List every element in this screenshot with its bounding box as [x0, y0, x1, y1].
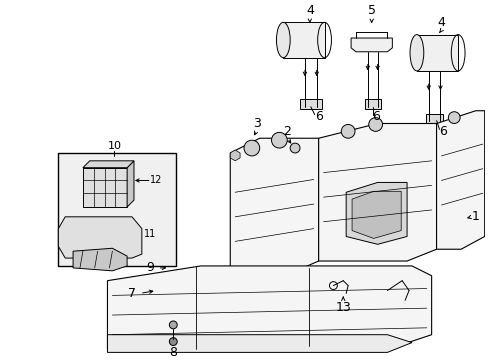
Bar [58, 153, 176, 266]
Text: 9: 9 [145, 261, 153, 274]
Bar [300, 99, 321, 109]
Ellipse shape [276, 22, 289, 58]
Polygon shape [107, 266, 431, 350]
Text: 4: 4 [437, 16, 445, 29]
Bar [425, 114, 443, 122]
Polygon shape [83, 161, 134, 168]
Polygon shape [127, 161, 134, 207]
Polygon shape [436, 111, 484, 249]
Text: 6: 6 [371, 110, 379, 123]
Circle shape [368, 118, 382, 131]
Circle shape [169, 338, 177, 346]
Text: 3: 3 [252, 117, 260, 130]
Polygon shape [230, 150, 240, 161]
Text: 1: 1 [471, 210, 479, 223]
Text: 11: 11 [143, 229, 156, 239]
Text: 5: 5 [367, 4, 375, 17]
Text: 6: 6 [439, 125, 447, 138]
Polygon shape [318, 123, 436, 261]
Text: 6: 6 [314, 110, 322, 123]
Polygon shape [283, 22, 324, 58]
Text: 7: 7 [128, 287, 136, 300]
Polygon shape [107, 335, 411, 352]
Circle shape [169, 321, 177, 329]
Text: 13: 13 [335, 301, 350, 314]
Text: 10: 10 [107, 141, 121, 151]
Bar [364, 99, 380, 109]
Circle shape [289, 143, 300, 153]
Polygon shape [346, 183, 406, 244]
Ellipse shape [409, 35, 423, 71]
Circle shape [447, 112, 459, 123]
Text: 12: 12 [150, 175, 163, 185]
Polygon shape [83, 168, 127, 207]
Polygon shape [230, 138, 318, 274]
Polygon shape [350, 38, 391, 52]
Circle shape [341, 125, 354, 138]
Text: 8: 8 [169, 346, 177, 359]
Polygon shape [351, 191, 400, 238]
Circle shape [244, 140, 259, 156]
Polygon shape [73, 248, 127, 271]
Text: 2: 2 [283, 125, 290, 138]
Polygon shape [58, 217, 142, 258]
Polygon shape [416, 35, 457, 71]
Text: 4: 4 [305, 4, 313, 17]
Circle shape [271, 132, 286, 148]
